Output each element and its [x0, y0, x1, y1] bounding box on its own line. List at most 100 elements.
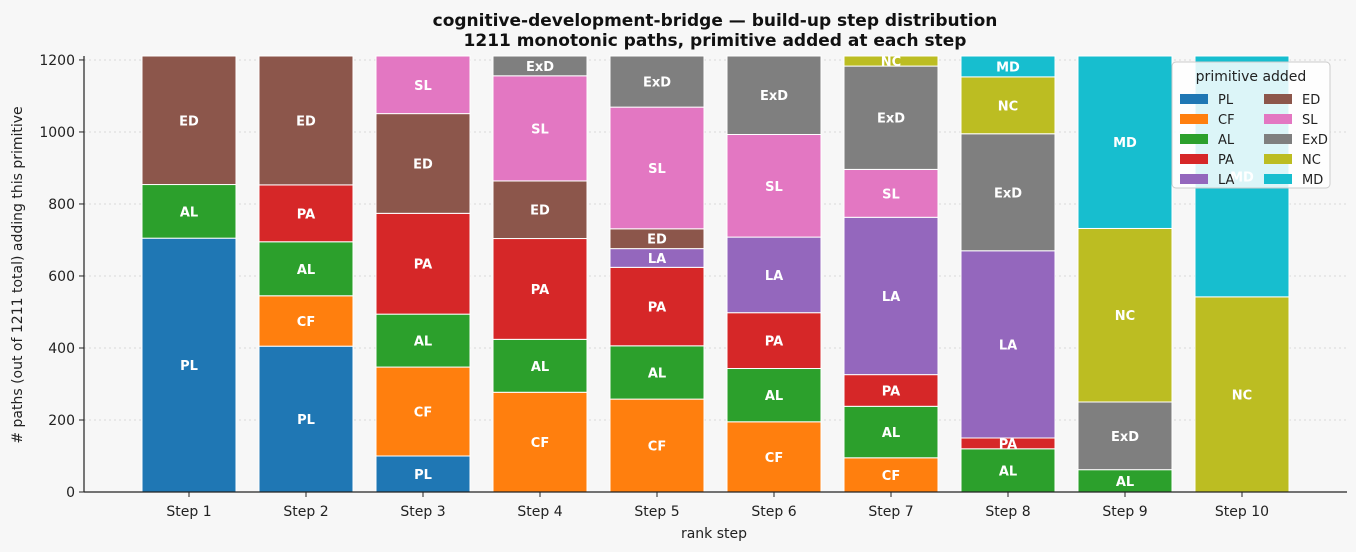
bars: PL AL ED PL CF AL PA ED PL CF AL PA ED SL CF AL PA ED SL Ex…: [141, 55, 1290, 493]
legend-swatch-la: [1180, 174, 1208, 184]
bar-segment-pa: [258, 184, 354, 243]
bar-segment-pl: [375, 455, 471, 493]
bar-segment-exd: [960, 133, 1056, 252]
legend-swatch-pa: [1180, 154, 1208, 164]
bar-segment-label: SL: [648, 162, 666, 177]
x-tick-label: Step 1: [166, 504, 211, 520]
bar-segment-label: CF: [531, 436, 549, 451]
legend-entry-label: ExD: [1302, 133, 1328, 148]
bar-segment-nc: [843, 55, 939, 67]
bar-segment-label: SL: [765, 180, 783, 195]
y-tick-label: 0: [66, 485, 75, 501]
bar-segment-al: [258, 241, 354, 297]
bar-segment-pa: [375, 212, 471, 315]
bar-segment-label: PL: [180, 359, 198, 374]
legend-entry-label: LA: [1218, 173, 1235, 188]
bar-segment-pa: [492, 238, 588, 340]
bar-segment-label: CF: [765, 451, 783, 466]
bar-segment-label: ExD: [760, 89, 788, 104]
bar-segment-label: LA: [999, 338, 1017, 353]
legend-entry-label: PL: [1218, 93, 1234, 108]
bar-segment-label: LA: [765, 269, 783, 284]
bar-segment-label: CF: [297, 315, 315, 330]
bar-segment-label: AL: [180, 205, 198, 220]
y-tick-label: 800: [48, 197, 75, 213]
y-tick-label: 1000: [39, 125, 75, 141]
legend-swatch-pl: [1180, 94, 1208, 104]
chart-title: cognitive-development-bridge — build-up …: [433, 11, 998, 31]
bar-segment-sl: [609, 106, 705, 230]
bar-segment-nc: [1194, 296, 1290, 493]
bar-segment-pa: [843, 374, 939, 407]
bar-segment-label: SL: [882, 187, 900, 202]
bar-segment-label: ExD: [994, 186, 1022, 201]
x-tick-label: Step 10: [1215, 504, 1269, 520]
bar-segment-label: ExD: [643, 76, 671, 91]
bar-segment-label: NC: [1115, 309, 1135, 324]
bar-segment-sl: [726, 133, 822, 238]
x-tick-label: Step 9: [1102, 504, 1147, 520]
bar-segment-pl: [141, 237, 237, 493]
legend-entry-label: MD: [1302, 173, 1323, 188]
bar-segment-label: PA: [882, 384, 900, 399]
legend-swatch-nc: [1264, 154, 1292, 164]
x-tick-label: Step 6: [751, 504, 796, 520]
bar-segment-nc: [1077, 227, 1173, 403]
bar-segment-ed: [258, 55, 354, 186]
bar-segment-label: CF: [882, 469, 900, 484]
legend: primitive added PL CF AL PA LA ED SL ExD NC MD: [1171, 61, 1331, 189]
legend-entry-label: ED: [1302, 93, 1320, 108]
bar-segment-la: [960, 250, 1056, 439]
bar-segment-label: ED: [530, 204, 550, 219]
bar-segment-label: PA: [765, 335, 783, 350]
bar-segment-md: [960, 55, 1056, 78]
x-tick-label: Step 8: [985, 504, 1030, 520]
bar-segment-label: NC: [1232, 388, 1252, 403]
bar-segment-label: PA: [999, 437, 1017, 452]
bar-segment-label: ExD: [526, 60, 554, 75]
bar-segment-ed: [375, 113, 471, 214]
bar-segment-label: ED: [296, 114, 316, 129]
bar-segment-label: ExD: [1111, 430, 1139, 445]
bar-segment-label: LA: [882, 290, 900, 305]
bar-segment-exd: [492, 55, 588, 77]
bar-segment-label: MD: [1113, 136, 1137, 151]
bar-segment-label: PA: [297, 207, 315, 222]
bar-segment-cf: [492, 391, 588, 493]
bar-segment-al: [492, 338, 588, 393]
axes: 0 200 400 600 800 1000 1200 Step 1 Step 2 Step 3 S…: [39, 53, 1347, 520]
bar-segment-md: [1077, 55, 1173, 229]
bar-segment-label: ED: [413, 157, 433, 172]
legend-swatch-exd: [1264, 134, 1292, 144]
y-tick-label: 200: [48, 413, 75, 429]
bar-segment-cf: [258, 295, 354, 347]
x-tick-label: Step 2: [283, 504, 328, 520]
legend-entry-label: CF: [1218, 113, 1235, 128]
bar-segment-al: [726, 368, 822, 423]
bar-segment-label: AL: [999, 464, 1017, 479]
bar-segment-sl: [843, 168, 939, 218]
x-axis-label: rank step: [681, 526, 747, 542]
bar-segment-la: [843, 216, 939, 376]
x-tick-label: Step 3: [400, 504, 445, 520]
bar-segment-sl: [492, 75, 588, 182]
legend-swatch-sl: [1264, 114, 1292, 124]
bar-segment-ed: [492, 180, 588, 240]
x-tick-label: Step 4: [517, 504, 562, 520]
bar-segment-exd: [609, 55, 705, 108]
bar-segment-al: [609, 345, 705, 400]
bar-segment-al: [375, 313, 471, 368]
bar-segment-label: AL: [531, 360, 549, 375]
legend-entry-label: PA: [1218, 153, 1234, 168]
legend-entry-label: NC: [1302, 153, 1321, 168]
bar-segment-al: [141, 184, 237, 239]
legend-swatch-cf: [1180, 114, 1208, 124]
bar-segment-label: AL: [297, 263, 315, 278]
bar-segment-cf: [726, 421, 822, 493]
bar-segment-label: AL: [648, 366, 666, 381]
bar-segment-nc: [960, 76, 1056, 135]
bar-segment-al: [960, 448, 1056, 493]
y-axis-label: # paths (out of 1211 total) adding this …: [10, 106, 26, 443]
bar-segment-exd: [726, 55, 822, 135]
